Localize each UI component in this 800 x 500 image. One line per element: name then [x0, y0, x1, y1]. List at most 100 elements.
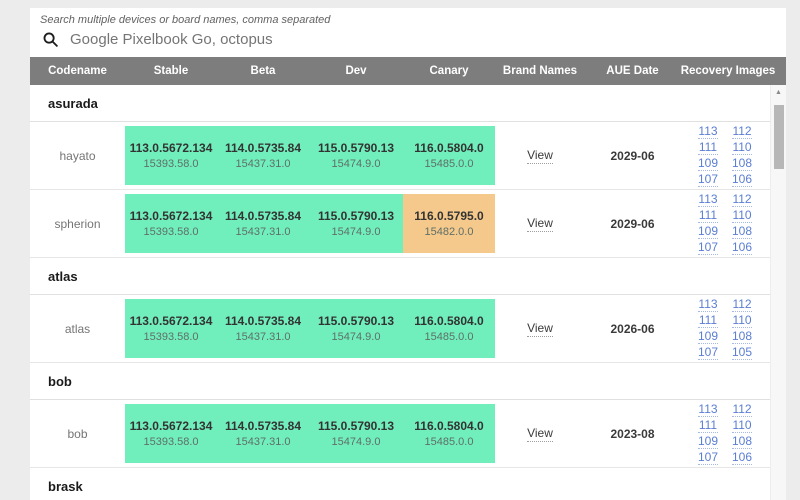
recovery-link-113[interactable]: 113: [697, 296, 718, 312]
version-cell-canary: 116.0.5804.0 15485.0.0: [403, 295, 495, 362]
recovery-links: 113 112 111 110 109 108 107 106: [697, 123, 753, 187]
platform-version: 15393.58.0: [143, 226, 199, 238]
chrome-version: 116.0.5795.0: [414, 209, 484, 223]
recovery-links: 113 112 111 110 109 108 107 106: [697, 401, 753, 465]
recovery-link-110[interactable]: 110: [732, 312, 753, 328]
chrome-version: 116.0.5804.0: [414, 314, 484, 328]
version-cell-stable: 113.0.5672.134 15393.58.0: [125, 295, 217, 362]
scrollbar-thumb[interactable]: [773, 105, 784, 169]
version-cell-canary: 116.0.5804.0 15485.0.0: [403, 122, 495, 189]
recovery-link-109[interactable]: 109: [697, 328, 718, 344]
chrome-version: 115.0.5790.13: [317, 209, 395, 223]
brand-names-view-link[interactable]: View: [527, 215, 553, 232]
recovery-link-112[interactable]: 112: [732, 401, 753, 417]
chrome-version: 113.0.5672.134: [129, 419, 213, 433]
recovery-link-107[interactable]: 107: [697, 344, 718, 360]
version-cell-dev: 115.0.5790.13 15474.9.0: [309, 122, 403, 189]
recovery-link-110[interactable]: 110: [732, 417, 753, 433]
version-block-beta: 114.0.5735.84 15437.31.0: [217, 404, 309, 463]
brand-names-cell: View: [495, 400, 585, 467]
version-cell-beta: 114.0.5735.84 15437.31.0: [217, 295, 309, 362]
group-header-bob: bob: [30, 363, 770, 400]
platform-version: 15437.31.0: [235, 331, 291, 343]
brand-names-view-link[interactable]: View: [527, 147, 553, 164]
version-block-beta: 114.0.5735.84 15437.31.0: [217, 194, 309, 253]
aue-date: 2023-08: [610, 426, 655, 441]
version-block-beta: 114.0.5735.84 15437.31.0: [217, 126, 309, 185]
recovery-link-110[interactable]: 110: [732, 207, 753, 223]
aue-date-cell: 2029-06: [585, 190, 680, 257]
column-header-beta: Beta: [250, 65, 276, 77]
platform-version: 15393.58.0: [143, 436, 199, 448]
chrome-version: 114.0.5735.84: [224, 209, 302, 223]
platform-version: 15482.0.0: [424, 226, 474, 238]
table-body: asurada hayato 113.0.5672.134 15393.58.0 114…: [30, 85, 770, 500]
version-block-dev: 115.0.5790.13 15474.9.0: [309, 404, 403, 463]
version-cell-canary: 116.0.5795.0 15482.0.0: [403, 190, 495, 257]
recovery-link-111[interactable]: 111: [697, 417, 718, 433]
recovery-link-106[interactable]: 106: [732, 239, 753, 255]
brand-names-view-link[interactable]: View: [527, 425, 553, 442]
recovery-link-109[interactable]: 109: [697, 155, 718, 171]
recovery-link-105[interactable]: 105: [732, 344, 753, 360]
version-cell-beta: 114.0.5735.84 15437.31.0: [217, 400, 309, 467]
vertical-scrollbar[interactable]: ▲: [770, 85, 786, 500]
group-header-asurada: asurada: [30, 85, 770, 122]
recovery-link-108[interactable]: 108: [732, 328, 753, 344]
version-block-dev: 115.0.5790.13 15474.9.0: [309, 126, 403, 185]
recovery-link-111[interactable]: 111: [697, 207, 718, 223]
recovery-link-113[interactable]: 113: [697, 191, 718, 207]
scrollbar-up-arrow-icon[interactable]: ▲: [775, 89, 782, 96]
brand-names-cell: View: [495, 190, 585, 257]
device-row-spherion: spherion 113.0.5672.134 15393.58.0 114.0.57…: [30, 190, 770, 258]
aue-date: 2029-06: [610, 148, 655, 163]
aue-date-cell: 2023-08: [585, 400, 680, 467]
version-cell-stable: 113.0.5672.134 15393.58.0: [125, 122, 217, 189]
version-block-stable: 113.0.5672.134 15393.58.0: [125, 126, 217, 185]
platform-version: 15437.31.0: [235, 158, 291, 170]
recovery-link-111[interactable]: 111: [697, 139, 718, 155]
recovery-link-112[interactable]: 112: [732, 191, 753, 207]
version-cell-canary: 116.0.5804.0 15485.0.0: [403, 400, 495, 467]
recovery-link-107[interactable]: 107: [697, 171, 718, 187]
column-header-stable: Stable: [153, 65, 189, 77]
chrome-version: 114.0.5735.84: [224, 141, 302, 155]
device-row-atlas: atlas 113.0.5672.134 15393.58.0 114.0.5735.…: [30, 295, 770, 363]
recovery-link-106[interactable]: 106: [732, 171, 753, 187]
chrome-version: 116.0.5804.0: [414, 141, 484, 155]
search-section: Search multiple devices or board names, …: [30, 8, 786, 57]
platform-version: 15437.31.0: [235, 226, 291, 238]
column-header-aue-date: AUE Date: [606, 65, 659, 77]
version-block-canary: 116.0.5795.0 15482.0.0: [403, 194, 495, 253]
recovery-link-113[interactable]: 113: [697, 123, 718, 139]
platform-version: 15485.0.0: [424, 158, 474, 170]
platform-version: 15393.58.0: [143, 331, 199, 343]
recovery-link-112[interactable]: 112: [732, 296, 753, 312]
platform-version: 15485.0.0: [424, 331, 474, 343]
recovery-images-cell: 113 112 111 110 109 108 107 106: [680, 190, 770, 257]
recovery-link-107[interactable]: 107: [697, 449, 718, 465]
recovery-link-107[interactable]: 107: [697, 239, 718, 255]
recovery-link-109[interactable]: 109: [697, 223, 718, 239]
codename-cell: hayato: [59, 148, 96, 163]
search-input[interactable]: [70, 30, 670, 48]
group-header-brask: brask: [30, 468, 770, 500]
brand-names-view-link[interactable]: View: [527, 320, 553, 337]
recovery-link-113[interactable]: 113: [697, 401, 718, 417]
chrome-version: 114.0.5735.84: [224, 314, 302, 328]
recovery-link-112[interactable]: 112: [732, 123, 753, 139]
recovery-link-108[interactable]: 108: [732, 433, 753, 449]
chrome-version: 113.0.5672.134: [129, 209, 213, 223]
platform-version: 15474.9.0: [331, 158, 381, 170]
content-card: Search multiple devices or board names, …: [30, 8, 786, 500]
chrome-version: 116.0.5804.0: [414, 419, 484, 433]
codename-cell: bob: [67, 426, 88, 441]
platform-version: 15474.9.0: [331, 226, 381, 238]
version-block-canary: 116.0.5804.0 15485.0.0: [403, 299, 495, 358]
recovery-link-111[interactable]: 111: [697, 312, 718, 328]
recovery-link-108[interactable]: 108: [732, 155, 753, 171]
recovery-link-108[interactable]: 108: [732, 223, 753, 239]
recovery-link-106[interactable]: 106: [732, 449, 753, 465]
recovery-link-109[interactable]: 109: [697, 433, 718, 449]
recovery-link-110[interactable]: 110: [732, 139, 753, 155]
